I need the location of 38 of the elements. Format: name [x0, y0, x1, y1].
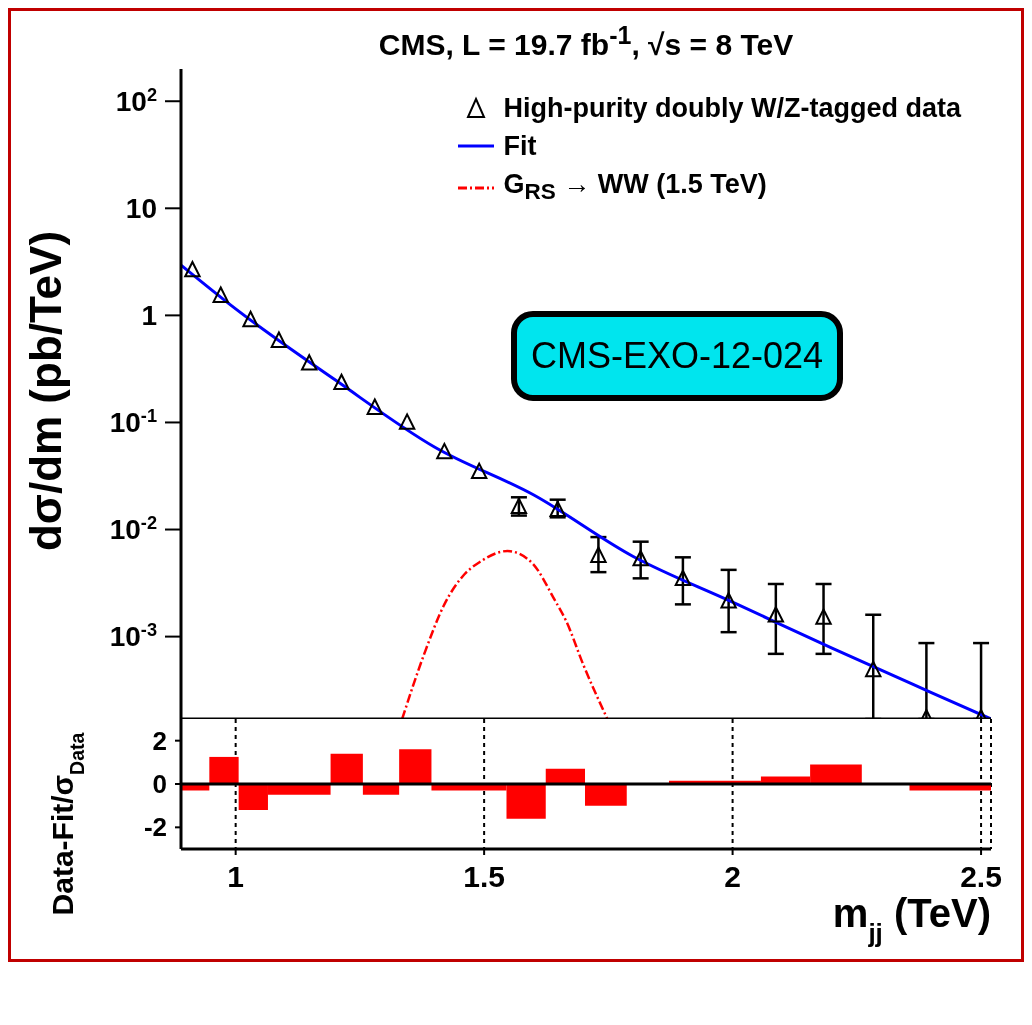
- y-tick-label: -2: [143, 812, 167, 843]
- point: [590, 546, 607, 563]
- legend-label: High-purity doubly W/Z-tagged data: [503, 92, 961, 125]
- chart-title: CMS, L = 19.7 fb$^{-1}$, √s = 8 TeV: [377, 20, 795, 61]
- point: [436, 442, 453, 460]
- y-axis-title: dσ/dm (pb/TeV): [21, 230, 70, 552]
- x-axis-title: m$_{jj}$ (TeV): [832, 891, 991, 948]
- y-tick-label: 10$^{-1}$: [109, 406, 157, 439]
- point: [767, 606, 785, 623]
- point: [184, 260, 201, 278]
- point: [212, 286, 229, 303]
- x-tick-label: 2.5: [960, 860, 1002, 893]
- point: [366, 398, 383, 415]
- point: [720, 592, 737, 609]
- point: [333, 373, 350, 391]
- point: [301, 354, 318, 371]
- point: [470, 462, 488, 480]
- point: [865, 660, 882, 678]
- y-tick-label: 10$^{-3}$: [109, 620, 157, 653]
- y-tick-label: 10: [125, 193, 157, 225]
- point: [270, 331, 288, 348]
- x-tick-label: 1: [227, 860, 245, 893]
- point: [815, 608, 832, 625]
- y-tick-label: 0: [152, 769, 167, 800]
- legend-label: Fit: [503, 130, 537, 163]
- legend-label: G$_{RS}$ → WW (1.5 TeV): [503, 168, 767, 207]
- x-tick-label: 2: [724, 860, 741, 893]
- point: [632, 549, 649, 567]
- point: [674, 569, 692, 587]
- y-tick-label: 1: [141, 300, 157, 332]
- y-tick-label: 10$^{2}$: [115, 85, 157, 118]
- y-tick-label: 2: [152, 725, 167, 756]
- point: [242, 310, 259, 328]
- line-series: [400, 549, 609, 719]
- point: [398, 413, 416, 430]
- x-tick-label: 1.5: [463, 860, 505, 893]
- y-tick-label: 10$^{-2}$: [109, 513, 157, 546]
- annotation: CMS-EXO-12-024: [511, 311, 844, 401]
